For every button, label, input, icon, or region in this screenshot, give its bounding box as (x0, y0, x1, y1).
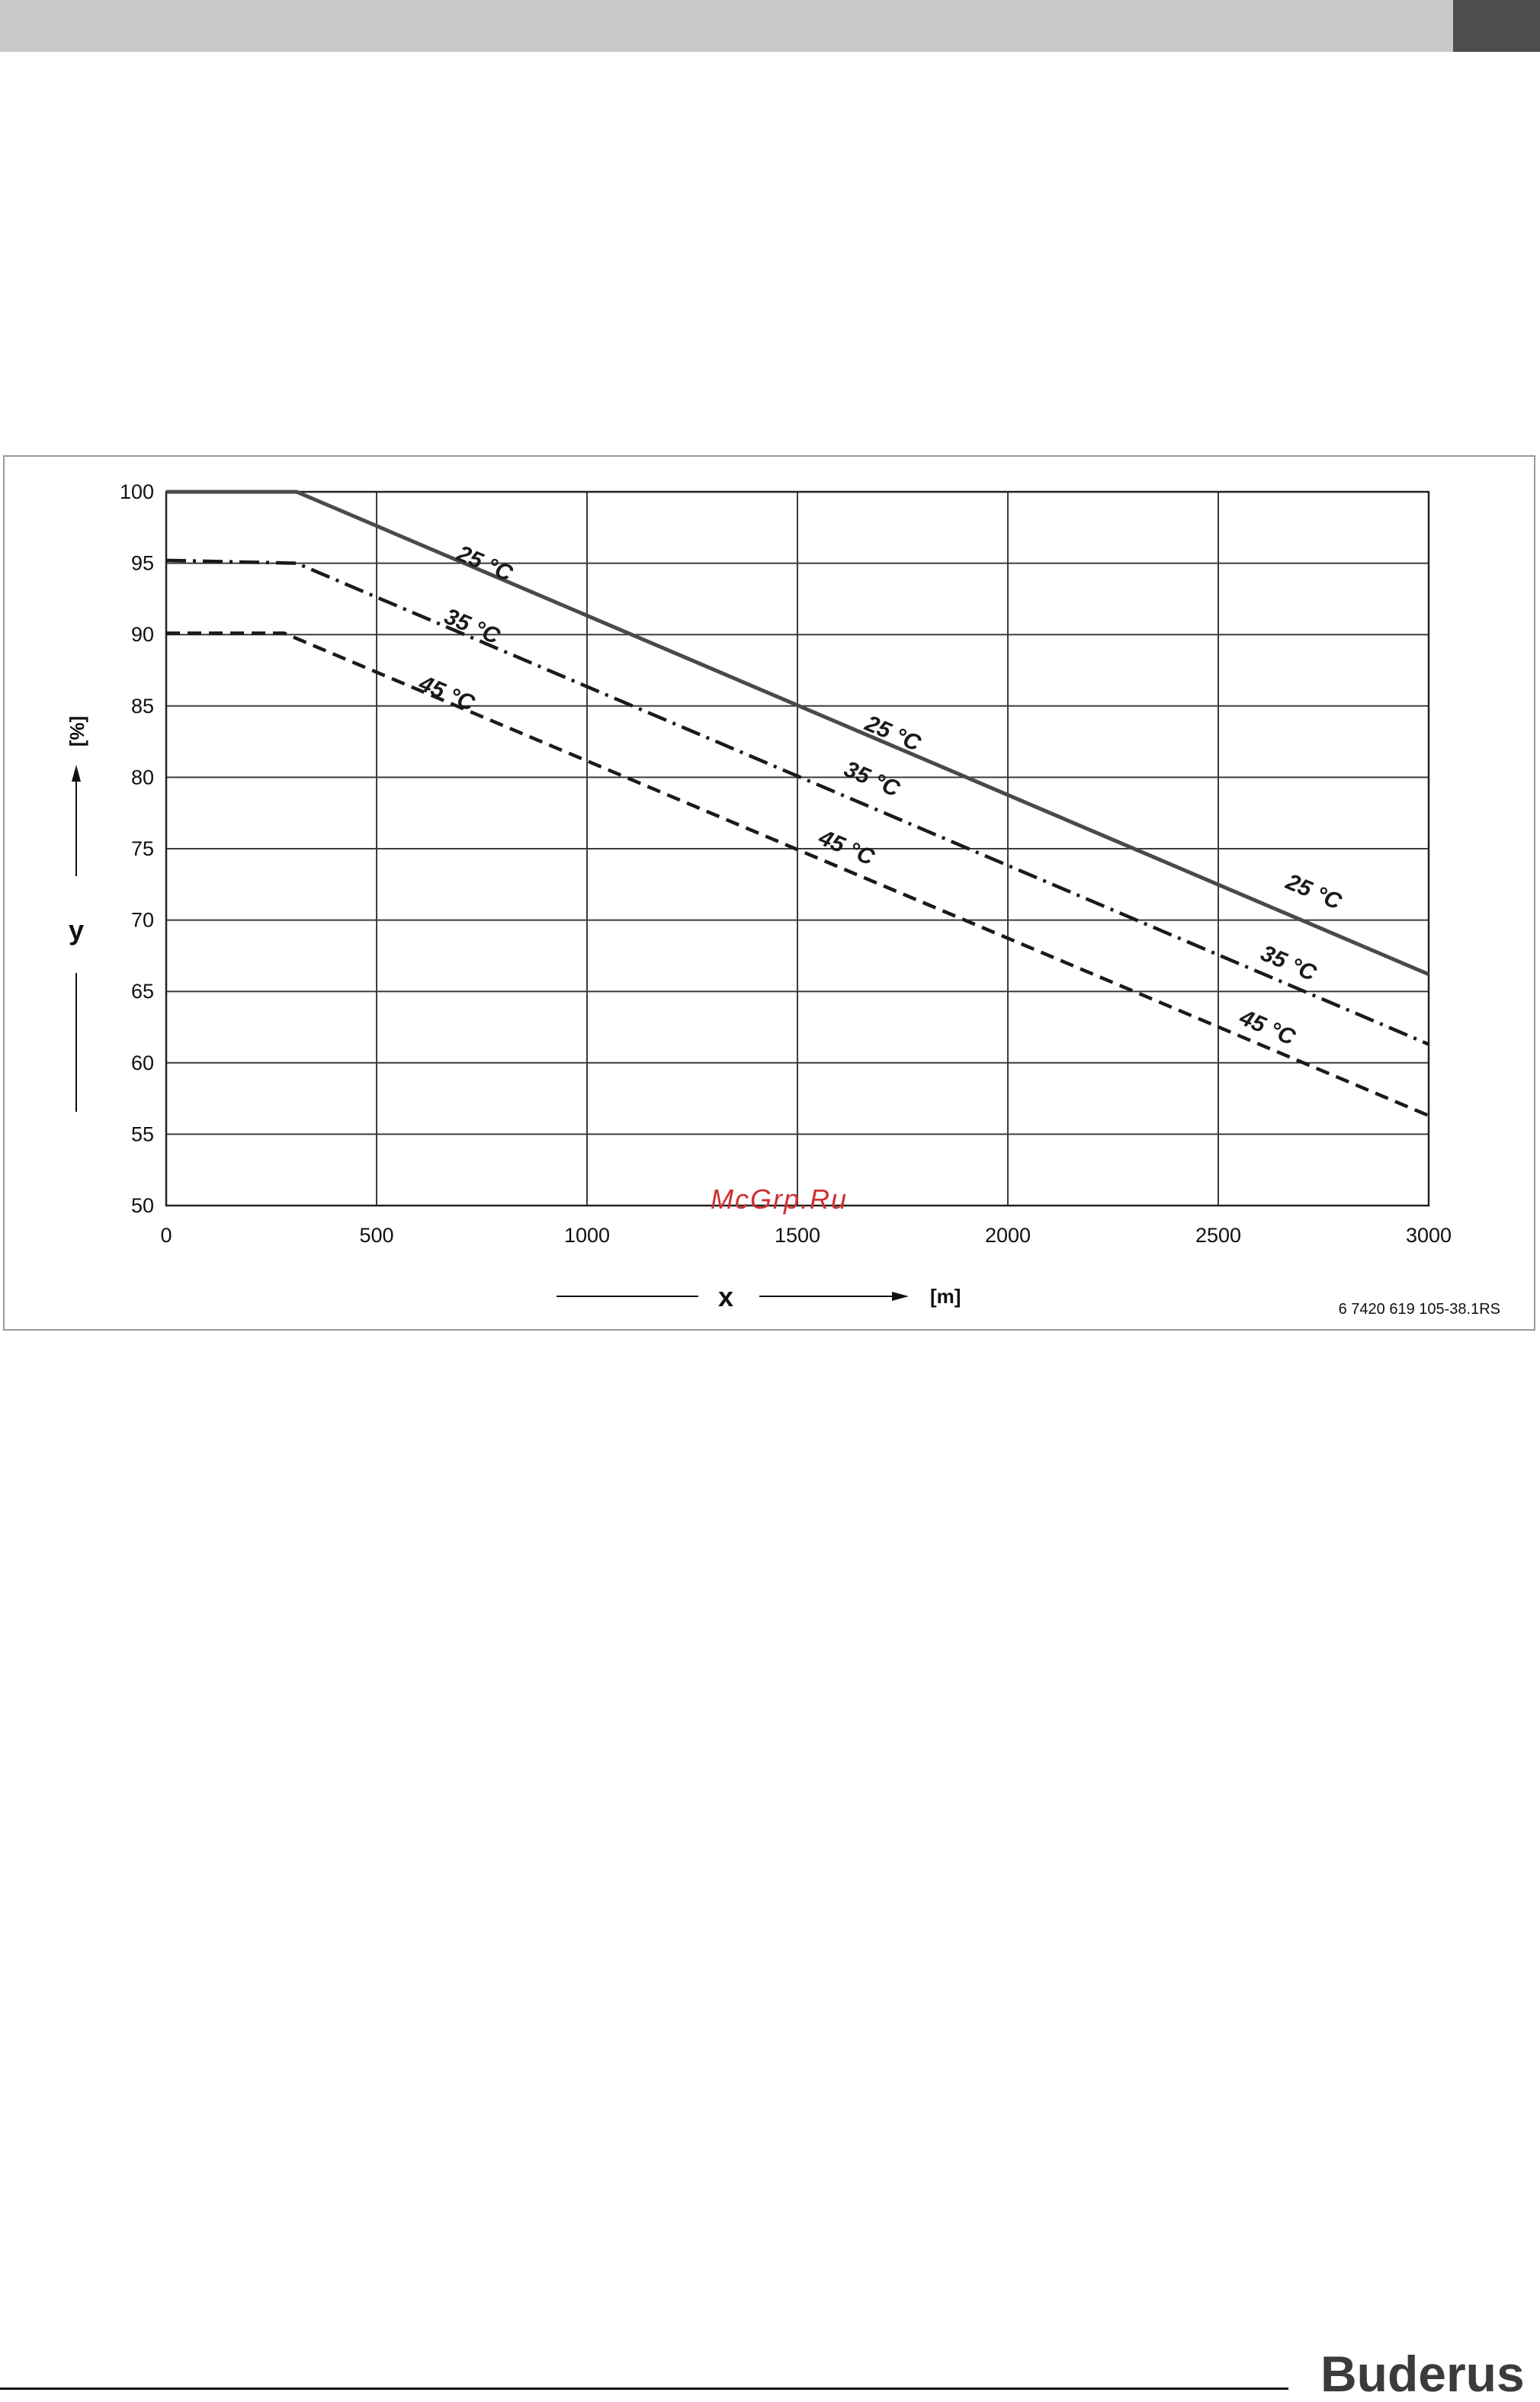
y-tick-label: 55 (131, 1122, 154, 1145)
y-tick-label: 85 (131, 695, 154, 718)
x-tick-label: 1500 (775, 1224, 820, 1247)
series-layer (165, 490, 1429, 1118)
x-tick-label: 2000 (985, 1224, 1031, 1247)
x-tick-label: 0 (160, 1224, 172, 1247)
y-tick-label: 70 (131, 909, 154, 932)
series-line (166, 490, 1429, 977)
y-axis-unit: [%] (66, 716, 88, 747)
y-tick-label: 60 (131, 1052, 154, 1074)
y-axis-arrow-head (72, 765, 81, 782)
series-label: 45 °C (814, 825, 878, 872)
x-axis-unit: [m] (930, 1285, 961, 1308)
tick-layer: 0 500 1000 1500 2000 2500 3000 50 55 60 65 70 75 80 85… (120, 480, 1452, 1247)
figure-code: 6 7420 619 105-38.1RS (1339, 1301, 1500, 1318)
x-axis-label: x (718, 1281, 733, 1312)
chart-frame: 0 500 1000 1500 2000 2500 3000 50 55 60 65 70 75 80 85… (3, 455, 1535, 1331)
y-axis-label: y (69, 914, 84, 946)
footer-rule (0, 2388, 1288, 2390)
label-layer: 25 °C25 °C25 °C35 °C35 °C35 °C45 °C45 °C… (415, 541, 1346, 1051)
series-label: 45 °C (1235, 1004, 1299, 1051)
header-bar (0, 0, 1453, 52)
y-tick-label: 90 (131, 623, 154, 646)
series-label: 25 °C (861, 711, 925, 757)
series-label: 25 °C (1282, 869, 1346, 915)
y-tick-label: 75 (131, 837, 154, 860)
series-label: 35 °C (1257, 940, 1320, 986)
y-tick-label: 95 (131, 552, 154, 575)
series-label: 35 °C (441, 604, 504, 650)
y-tick-label: 80 (131, 766, 154, 788)
x-tick-label: 500 (359, 1224, 393, 1247)
x-tick-label: 1000 (564, 1224, 610, 1247)
y-tick-label: 50 (131, 1194, 154, 1217)
y-tick-label: 100 (120, 480, 154, 503)
series-label: 35 °C (840, 756, 903, 802)
y-axis-title: [%] y (66, 716, 88, 1112)
series-line (166, 631, 1429, 1118)
series-label: 45 °C (415, 670, 479, 717)
chart: 0 500 1000 1500 2000 2500 3000 50 55 60 65 70 75 80 85… (66, 480, 1500, 1318)
x-axis-title: x [m] (557, 1281, 961, 1312)
series-line (165, 558, 1429, 1046)
y-tick-label: 65 (131, 980, 154, 1003)
header-tab (1453, 0, 1540, 52)
x-axis-arrow-head (892, 1292, 909, 1301)
watermark: McGrp.Ru (711, 1183, 848, 1215)
plot-border (165, 490, 1430, 1207)
x-tick-label: 2500 (1195, 1224, 1241, 1247)
x-tick-label: 3000 (1406, 1224, 1452, 1247)
brand-logo: Buderus (1320, 2346, 1525, 2402)
series-label: 25 °C (453, 541, 517, 587)
